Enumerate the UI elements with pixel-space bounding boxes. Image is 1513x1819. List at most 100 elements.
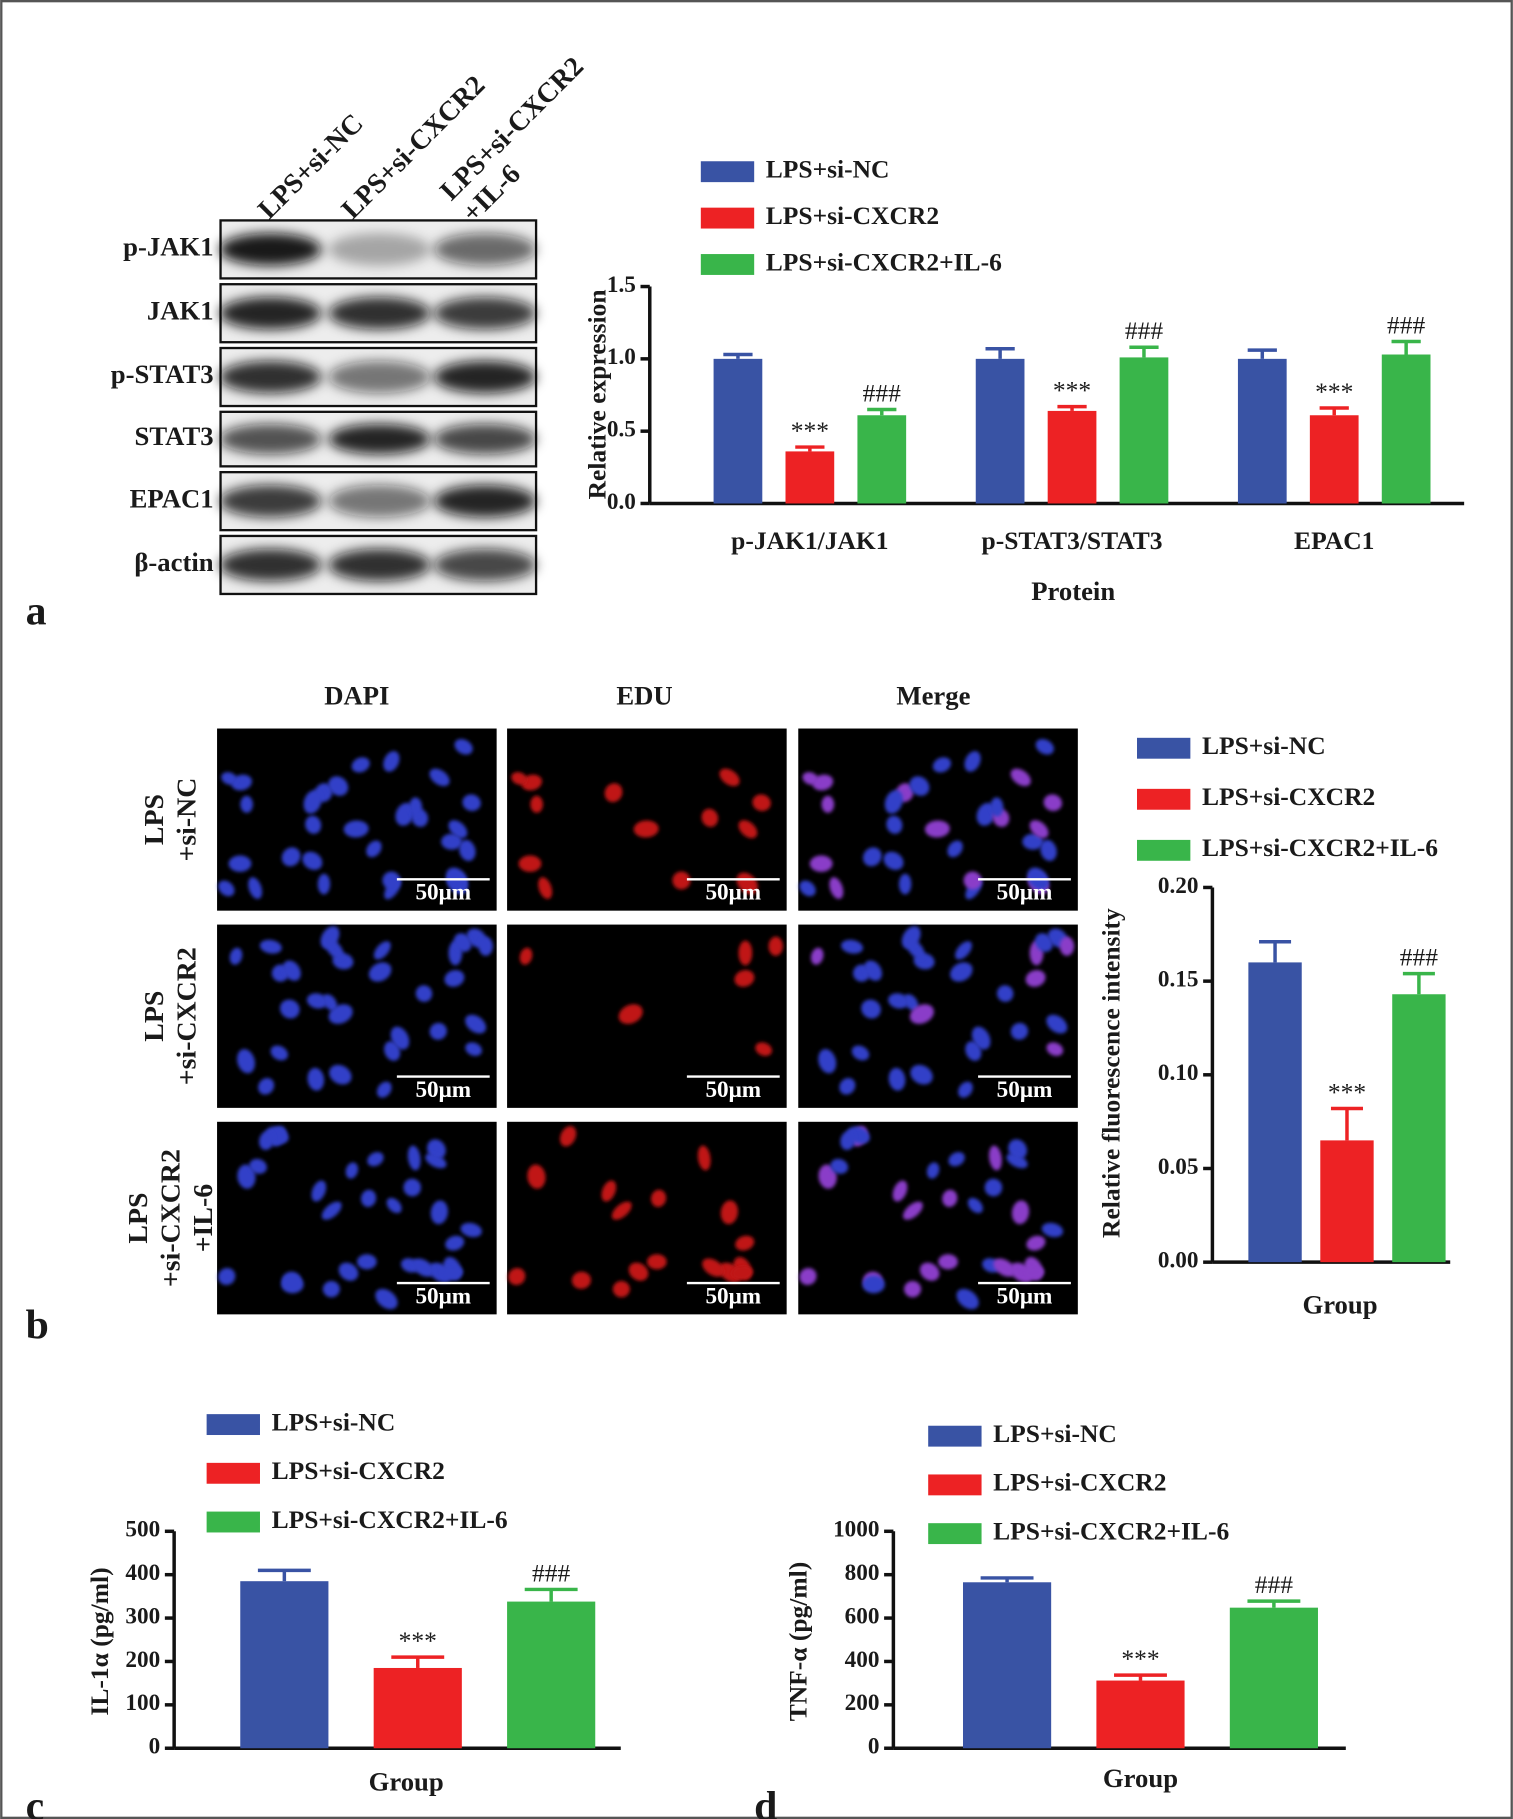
nucleus [465,1042,482,1056]
nucleus [459,839,476,862]
nucleus [518,855,542,872]
legend-swatch [700,161,755,183]
bar [713,358,763,504]
y-tick-label: 100 [125,1690,160,1716]
nucleus [229,947,243,965]
nucleus [317,873,331,895]
column-header: Merge [896,680,970,710]
nucleus [383,751,400,772]
blot-band [219,548,322,582]
legend-label: LPS+si-CXCR2+IL-6 [1202,833,1438,862]
y-tick-label: 0.5 [607,416,636,442]
nucleus [735,1235,755,1251]
nucleus [818,1049,837,1074]
panel-label: d [754,1783,777,1819]
nucleus [1010,768,1031,787]
nucleus [1022,1266,1045,1280]
y-axis-label: Relative expression [583,289,612,499]
nucleus [755,1042,772,1056]
y-tick-label: 400 [125,1560,160,1586]
column-header: EDU [616,680,672,710]
nucleus [519,947,533,965]
row-label-line: +si-NC [172,778,203,862]
nucleus [321,1201,342,1220]
legend-swatch [206,1511,260,1533]
nucleus [821,795,835,813]
error-bar [1247,348,1277,359]
bar [1309,415,1359,504]
nucleus [734,970,755,987]
blot-band [328,484,431,518]
nucleus [462,794,481,812]
nucleus [1006,1153,1028,1169]
nucleus [697,1145,711,1171]
scale-bar-label: 50μm [997,880,1053,906]
significance-label: ### [1125,316,1164,345]
significance-label: ### [1255,1570,1294,1599]
blot-band [433,360,537,394]
x-axis-label: Group [1302,1290,1377,1320]
nucleus [441,1266,463,1280]
nucleus [841,939,864,954]
row-label-line: LPS [123,1193,154,1244]
nucleus [236,1049,256,1074]
nucleus [910,1064,933,1085]
y-axis-label: TNF-α (pg/ml) [783,1562,812,1722]
x-tick-label: p-STAT3/STAT3 [982,526,1163,555]
legend-swatch [928,1425,982,1447]
nucleus [571,1271,591,1289]
blot-row-label: STAT3 [135,421,214,451]
blot-band [433,233,537,266]
nucleus [965,1041,982,1061]
nucleus [328,776,349,796]
blot-band [328,296,431,330]
nucleus [851,1045,870,1061]
nucleus [633,820,659,838]
bar [1096,1680,1185,1749]
nucleus [465,1014,487,1034]
x-axis-label: Protein [1031,576,1115,606]
scale-bar-label: 50μm [415,880,471,906]
nucleus [736,872,758,895]
nucleus [829,877,844,900]
nucleus [738,940,753,966]
error-bar [1391,339,1421,355]
x-axis-label: Group [369,1766,444,1796]
nucleus [840,1130,856,1151]
legend-label: LPS+si-CXCR2+IL-6 [272,1505,508,1534]
nucleus [731,1266,753,1280]
error-bar [1402,971,1435,995]
legend-swatch [206,1462,260,1484]
bar [240,1581,329,1749]
nucleus [1046,1014,1068,1034]
error-bar [867,407,897,416]
nucleus [898,873,912,895]
nucleus [306,993,328,1009]
bar [962,1582,1052,1749]
nucleus [938,1254,958,1270]
y-tick-label: 600 [845,1603,880,1629]
nucleus [768,936,784,956]
nucleus [963,871,982,890]
nucleus [862,847,882,867]
nucleus [248,877,263,900]
blot-band [219,360,322,394]
error-bar [723,352,753,359]
nucleus [892,1180,908,1202]
bar [1392,994,1446,1263]
blot-row-label: p-STAT3 [111,359,214,389]
nucleus [809,855,833,872]
legend-label: LPS+si-NC [272,1407,396,1436]
nucleus [320,926,340,949]
y-axis-label: IL-1α (pg/ml) [85,1567,114,1715]
nucleus [375,1288,398,1310]
row-label-line: LPS [139,794,170,845]
nucleus [429,768,450,787]
nucleus [430,1200,448,1225]
nucleus [328,1004,353,1024]
error-bar [1330,1106,1363,1141]
legend-label: LPS+si-NC [1202,731,1326,760]
nucleus [926,1162,940,1179]
nucleus [948,1152,965,1167]
